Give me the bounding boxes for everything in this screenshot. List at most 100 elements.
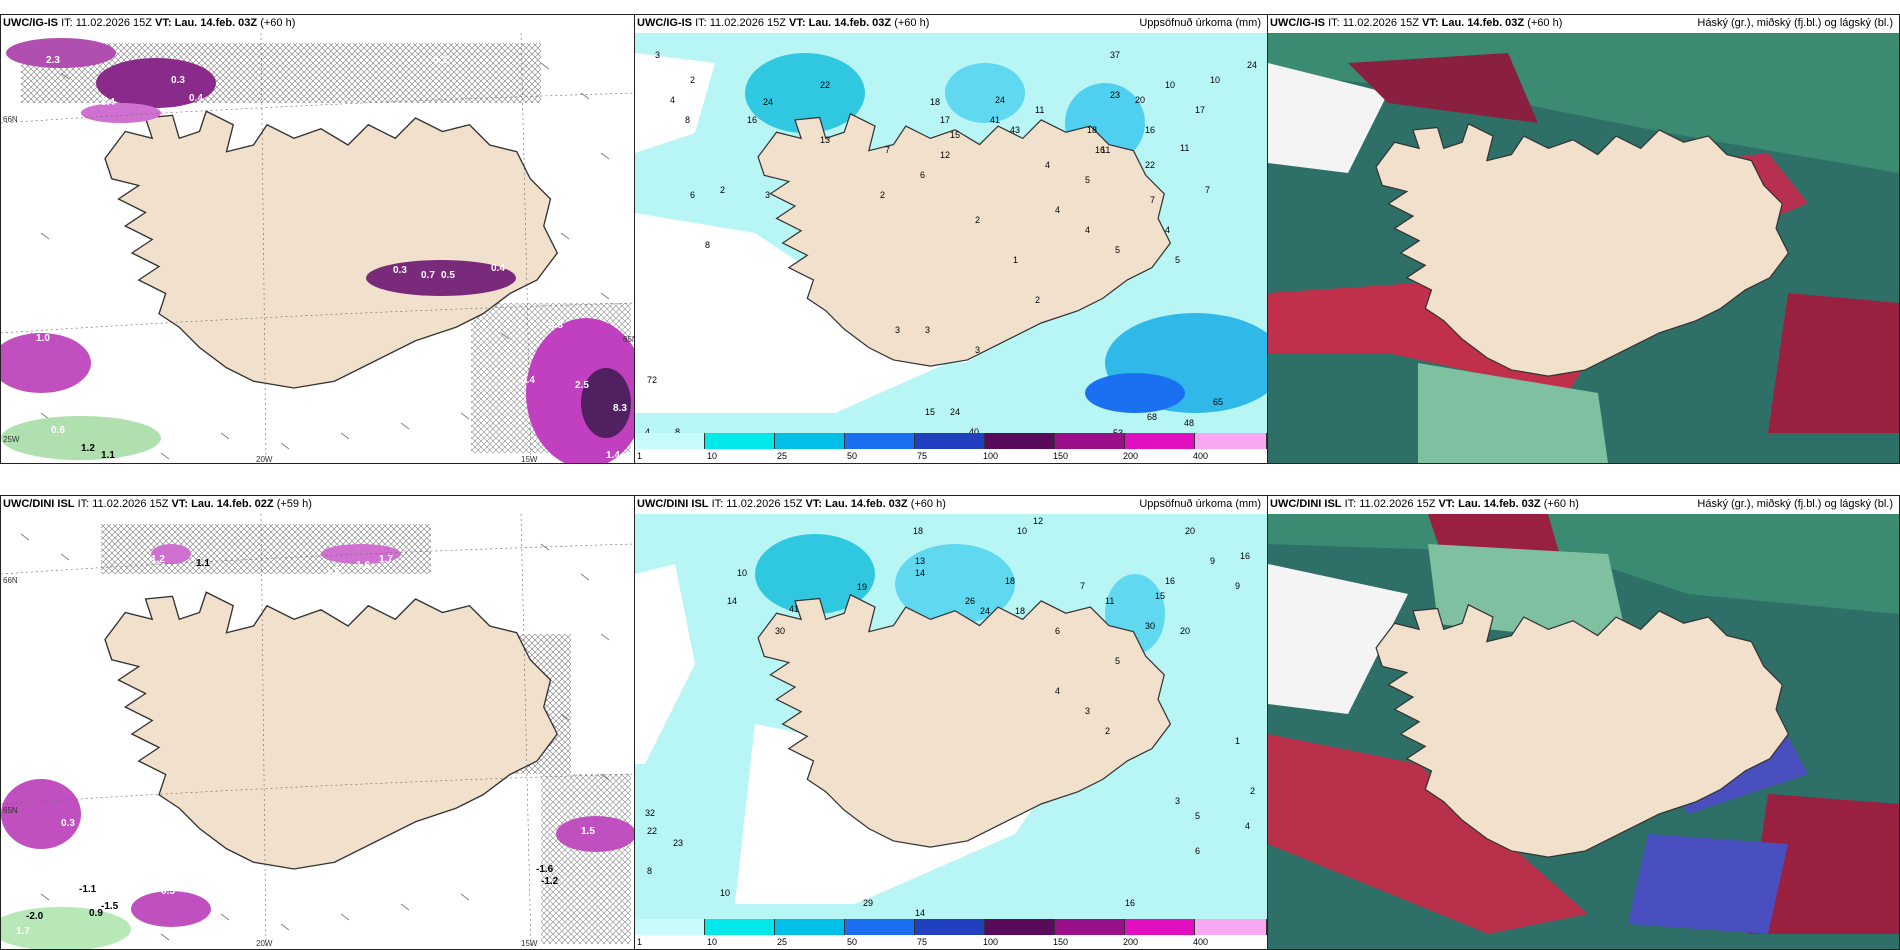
precip-value: 23	[673, 838, 684, 848]
wind-value: 1.0	[36, 333, 50, 344]
wind-map	[1, 33, 634, 463]
precip-value: 24	[995, 95, 1006, 105]
precip-value: 3	[895, 325, 901, 335]
cloud-map	[1268, 33, 1899, 463]
wind-value: 1.2	[151, 554, 165, 565]
precip-value: 9	[1235, 581, 1241, 591]
precip-map	[635, 33, 1267, 433]
wind-value: 0.6	[31, 315, 45, 326]
colorbar-tick: 10	[707, 937, 718, 947]
precip-value: 23	[1110, 90, 1121, 100]
wind-value: 0.3	[171, 75, 185, 86]
precip-value: 3	[765, 190, 771, 200]
precip-value: 15	[950, 130, 961, 140]
precip-value: 8	[685, 115, 691, 125]
precip-value: 4	[1045, 160, 1051, 170]
precip-value: 30	[1145, 621, 1156, 631]
precip-value: 6	[690, 190, 696, 200]
precip-value: 43	[1010, 125, 1021, 135]
colorbar-swatch	[705, 919, 775, 935]
panel-title: UWC/DINI ISL IT: 11.02.2026 15Z VT: Lau.…	[637, 498, 946, 510]
wind-value: 0.6	[21, 891, 35, 902]
precip-value: 5	[1085, 175, 1091, 185]
wind-value: 1.5	[326, 566, 340, 577]
wind-value: 1.1	[196, 558, 210, 569]
precip-value: 3	[1175, 796, 1181, 806]
precip-value: 16	[1145, 125, 1156, 135]
precip-value: 7	[885, 145, 891, 155]
precip-value: 3	[975, 345, 981, 355]
wind-value: 1.5	[581, 826, 595, 837]
colorbar-tick: 100	[983, 451, 999, 461]
panel-title: UWC/IG-IS IT: 11.02.2026 15Z VT: Lau. 14…	[1270, 17, 1563, 29]
precip-value: 19	[857, 582, 868, 592]
precip-value: 16	[1165, 576, 1176, 586]
precip-value: 6	[920, 170, 926, 180]
precip-value: 65	[1213, 397, 1224, 407]
colorbar-tick: 200	[1123, 937, 1139, 947]
colorbar-tick: 10	[707, 451, 718, 461]
precip-value: 7	[1150, 195, 1156, 205]
precip-value: 2	[690, 75, 696, 85]
wind-value: 0.5	[441, 270, 455, 281]
colorbar-swatch	[1055, 919, 1125, 935]
precip-value: 7	[1080, 581, 1086, 591]
lat-axis-label: 66N	[3, 115, 18, 124]
wind-value: -1.6	[536, 864, 554, 875]
colorbar-swatch	[705, 433, 775, 449]
precip-value: 2	[720, 185, 726, 195]
panel-variable-label: Háský (gr.), miðský (fj.bl.) og lágský (…	[1697, 498, 1893, 510]
wind-value: 0.7	[421, 270, 435, 281]
lat-axis-label: 65N	[623, 335, 634, 344]
precip-value: 8	[705, 240, 711, 250]
wind-value: 0.4	[184, 881, 198, 892]
precip-value: 24	[950, 407, 961, 417]
colorbar-swatch	[635, 433, 705, 449]
colorbar-swatch	[775, 433, 845, 449]
panel-bottom-left: UWC/DINI ISL IT: 11.02.2026 15Z VT: Lau.…	[0, 495, 635, 950]
precip-value: 41	[789, 604, 800, 614]
colorbar: 1 10 25 50 75 100 150 200 400	[635, 919, 1267, 949]
precip-value: 10	[1017, 526, 1028, 536]
precip-value: 9	[1210, 556, 1216, 566]
precip-value: 15	[1155, 591, 1166, 601]
precip-value: 16	[1125, 898, 1136, 908]
wind-value: 1.7	[16, 926, 30, 937]
lon-axis-label: 25W	[3, 435, 20, 444]
precip-value: 4	[645, 427, 651, 437]
precip-value: 18	[1015, 606, 1026, 616]
precip-value: 68	[1147, 412, 1158, 422]
wind-value: 2.5	[575, 380, 589, 391]
precip-value: 14	[915, 568, 926, 578]
panel-variable-label: Uppsöfnuð úrkoma (mm)	[1139, 17, 1261, 29]
colorbar-tick: 1	[637, 451, 643, 461]
colorbar-tick: 75	[917, 937, 928, 947]
wind-value: 2.1	[27, 407, 41, 418]
precip-value: 4	[670, 95, 676, 105]
precip-value: 12	[940, 150, 951, 160]
wind-value: 0.4	[491, 263, 505, 274]
precip-value: 48	[1184, 418, 1195, 428]
wind-value: 8.3	[613, 403, 627, 414]
panel-title: UWC/DINI ISL IT: 11.02.2026 15Z VT: Lau.…	[1270, 498, 1579, 510]
precip-value: 29	[863, 898, 874, 908]
precip-value: 10	[1165, 80, 1176, 90]
precip-value: 41	[990, 115, 1001, 125]
panel-bottom-middle: UWC/DINI ISL IT: 11.02.2026 15Z VT: Lau.…	[634, 495, 1268, 950]
precip-value: 20	[1135, 95, 1146, 105]
colorbar-swatch	[1055, 433, 1125, 449]
precip-value: 26	[965, 596, 976, 606]
precip-value: 6	[1055, 626, 1061, 636]
colorbar-tick: 200	[1123, 451, 1139, 461]
precip-value: 4	[1055, 686, 1061, 696]
precip-value: 16	[747, 115, 758, 125]
precip-value: 7	[1205, 185, 1211, 195]
panel-variable-label: Háský (gr.), miðský (fj.bl.) og lágský (…	[1697, 17, 1893, 29]
colorbar-swatch	[985, 919, 1055, 935]
lon-axis-label: 20W	[256, 939, 273, 948]
precip-value: 3	[655, 50, 661, 60]
precip-value: 12	[1033, 516, 1044, 526]
colorbar-swatch	[845, 919, 915, 935]
precip-value: 4	[1165, 225, 1171, 235]
colorbar-swatch	[915, 433, 985, 449]
